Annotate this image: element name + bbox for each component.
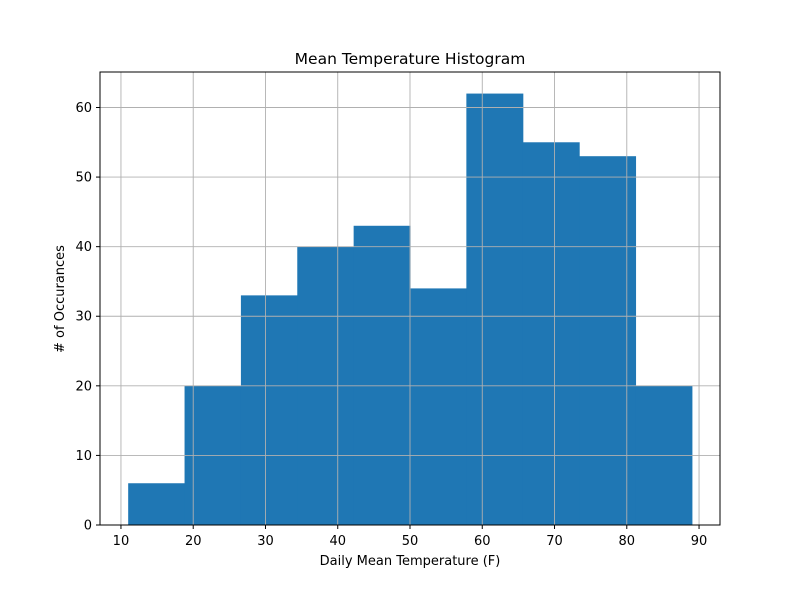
y-tick-label: 60 — [75, 101, 92, 116]
x-axis-ticks: 10 20 30 40 50 60 70 80 90 — [113, 525, 708, 549]
y-tick-label: 20 — [75, 379, 92, 394]
x-tick-label: 20 — [185, 534, 202, 549]
x-tick-label: 70 — [546, 534, 563, 549]
histogram-bar-9 — [579, 156, 637, 525]
histogram-bar-8 — [522, 142, 580, 525]
histogram-bar-3 — [240, 295, 298, 525]
bars-layer — [128, 93, 693, 525]
x-axis-label: Daily Mean Temperature (F) — [320, 554, 501, 569]
histogram-bar-6 — [410, 288, 467, 525]
y-tick-label: 40 — [75, 240, 92, 255]
y-tick-label: 30 — [75, 310, 92, 325]
y-axis-ticks: 0 10 20 30 40 50 60 — [75, 101, 100, 534]
y-axis-label: # of Occurances — [53, 245, 68, 353]
y-tick-label: 50 — [75, 171, 92, 186]
x-tick-label: 50 — [402, 534, 419, 549]
histogram-bar-1 — [128, 483, 186, 525]
x-tick-label: 30 — [257, 534, 274, 549]
x-tick-label: 60 — [474, 534, 491, 549]
x-tick-label: 10 — [113, 534, 130, 549]
y-tick-label: 10 — [75, 449, 92, 464]
histogram-bar-5 — [353, 225, 411, 525]
y-tick-label: 0 — [84, 519, 92, 534]
histogram-bar-7 — [466, 93, 524, 525]
chart-title: Mean Temperature Histogram — [295, 50, 526, 68]
grid-layer — [100, 72, 720, 526]
x-tick-label: 90 — [691, 534, 708, 549]
x-tick-label: 80 — [619, 534, 636, 549]
x-tick-label: 40 — [329, 534, 346, 549]
